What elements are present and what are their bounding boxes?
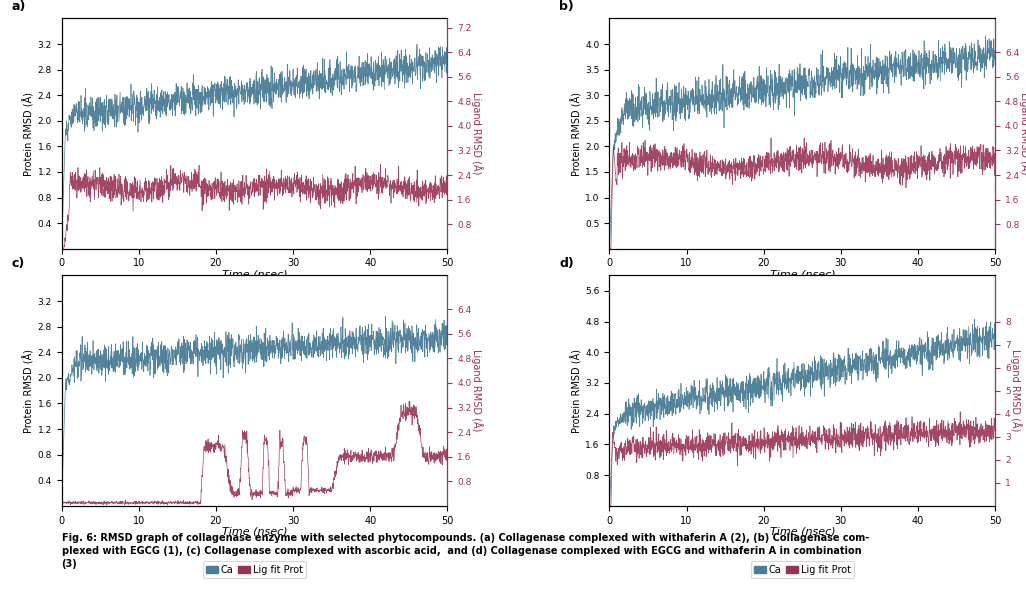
Text: c): c) <box>11 257 25 270</box>
Y-axis label: Protein RMSD (Å): Protein RMSD (Å) <box>571 91 583 176</box>
Text: a): a) <box>11 0 26 13</box>
Y-axis label: Protein RMSD (Å): Protein RMSD (Å) <box>571 349 583 433</box>
Legend: Ca, Lig fit Prot: Ca, Lig fit Prot <box>203 304 306 321</box>
Text: d): d) <box>559 257 574 270</box>
Text: Fig. 6: RMSD graph of collagenase enzyme with selected phytocompounds. (a) Colla: Fig. 6: RMSD graph of collagenase enzyme… <box>62 532 869 569</box>
X-axis label: Time (nsec): Time (nsec) <box>222 270 287 280</box>
X-axis label: Time (nsec): Time (nsec) <box>770 527 835 537</box>
X-axis label: Time (nsec): Time (nsec) <box>222 527 287 537</box>
Legend: Ca, Lig fit Prot: Ca, Lig fit Prot <box>751 304 854 321</box>
Text: b): b) <box>559 0 574 13</box>
Y-axis label: Protein RMSD (Å): Protein RMSD (Å) <box>24 349 35 433</box>
Y-axis label: Protein RMSD (Å): Protein RMSD (Å) <box>24 91 35 176</box>
Y-axis label: Ligand RMSD (Å): Ligand RMSD (Å) <box>471 349 482 432</box>
Y-axis label: Ligand RMSD (Å): Ligand RMSD (Å) <box>1010 349 1022 432</box>
Y-axis label: Ligand RMSD (Å): Ligand RMSD (Å) <box>1019 92 1026 175</box>
X-axis label: Time (nsec): Time (nsec) <box>770 270 835 280</box>
Legend: Ca, Lig fit Prot: Ca, Lig fit Prot <box>751 561 854 578</box>
Y-axis label: Ligand RMSD (Å): Ligand RMSD (Å) <box>471 92 482 175</box>
Legend: Ca, Lig fit Prot: Ca, Lig fit Prot <box>203 561 306 578</box>
